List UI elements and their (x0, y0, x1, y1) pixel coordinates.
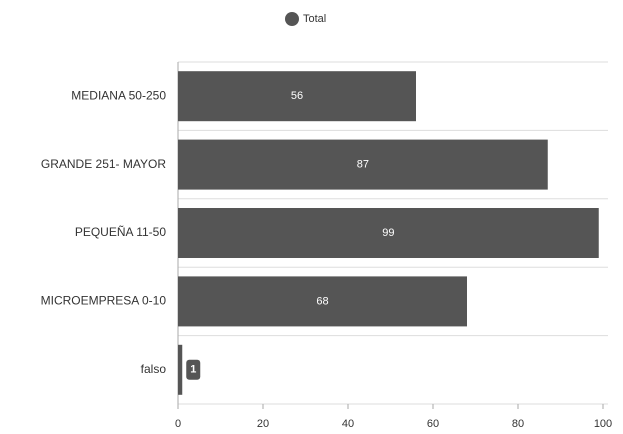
y-tick-label: GRANDE 251- MAYOR (41, 157, 166, 171)
data-label: 1 (190, 364, 196, 376)
x-tick-label: 80 (512, 418, 524, 430)
y-tick-label: falso (141, 362, 167, 376)
bar (178, 344, 183, 395)
legend-label: Total (303, 13, 326, 25)
x-tick-label: 40 (342, 418, 354, 430)
data-label: 56 (291, 90, 303, 102)
y-tick-label: PEQUEÑA 11-50 (75, 225, 166, 239)
x-tick-label: 0 (175, 418, 181, 430)
data-label: 68 (316, 295, 328, 307)
y-tick-label: MICROEMPRESA 0-10 (41, 294, 167, 308)
y-tick-label: MEDIANA 50-250 (71, 88, 166, 102)
x-tick-label: 60 (427, 418, 439, 430)
bar (178, 208, 599, 258)
x-tick-label: 20 (257, 418, 269, 430)
data-label-box (186, 359, 201, 380)
bar (178, 276, 467, 327)
bar (178, 71, 416, 122)
legend-swatch (285, 12, 299, 26)
x-tick-label: 100 (594, 418, 612, 430)
data-label: 87 (357, 159, 369, 171)
data-label: 99 (382, 227, 394, 239)
bar (178, 139, 548, 190)
